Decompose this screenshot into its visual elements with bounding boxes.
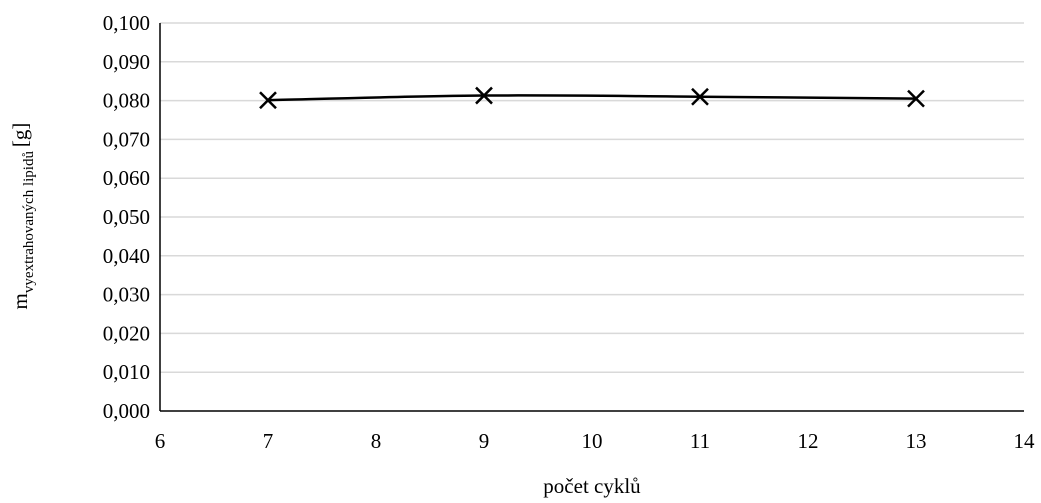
y-tick-label: 0,080 xyxy=(103,89,150,113)
y-axis-title-main: m xyxy=(8,293,32,309)
x-tick-label: 6 xyxy=(155,429,166,453)
gridlines xyxy=(160,22,1024,373)
x-tick-label: 12 xyxy=(798,429,819,453)
x-tick-label: 7 xyxy=(263,429,274,453)
y-tick-label: 0,100 xyxy=(103,11,150,35)
y-tick-label: 0,070 xyxy=(103,127,150,151)
x-tick-label: 10 xyxy=(582,429,603,453)
x-tick-label: 13 xyxy=(906,429,927,453)
x-axis-title: počet cyklů xyxy=(543,474,641,498)
x-tick-label: 14 xyxy=(1014,429,1036,453)
y-tick-label: 0,050 xyxy=(103,205,150,229)
x-tick-label: 9 xyxy=(479,429,490,453)
data-point-marker xyxy=(907,89,925,108)
y-axis-title-unit: [g] xyxy=(8,123,32,148)
axes xyxy=(159,23,1024,412)
data-point-marker xyxy=(691,87,709,106)
series-line xyxy=(267,94,917,102)
x-tick-labels: 6 7 8 9 10 11 12 13 14 xyxy=(155,429,1035,453)
series xyxy=(259,86,925,110)
y-tick-label: 0,010 xyxy=(103,360,150,384)
x-tick-label: 11 xyxy=(690,429,710,453)
y-axis-title: mvyextrahovaných lipidů [g] xyxy=(8,123,37,310)
y-tick-labels: 0,000 0,010 0,020 0,030 0,040 0,050 0,060 0,070… xyxy=(103,11,150,423)
y-tick-label: 0,060 xyxy=(103,166,150,190)
y-axis-title-subscript: vyextrahovaných lipidů xyxy=(21,151,37,294)
y-tick-label: 0,090 xyxy=(103,50,150,74)
data-point-marker xyxy=(475,86,493,105)
y-tick-label: 0,040 xyxy=(103,244,150,268)
x-tick-label: 8 xyxy=(371,429,382,453)
y-tick-label: 0,030 xyxy=(103,283,150,307)
y-tick-label: 0,020 xyxy=(103,321,150,345)
y-tick-label: 0,000 xyxy=(103,399,150,423)
data-point-marker xyxy=(259,91,277,110)
